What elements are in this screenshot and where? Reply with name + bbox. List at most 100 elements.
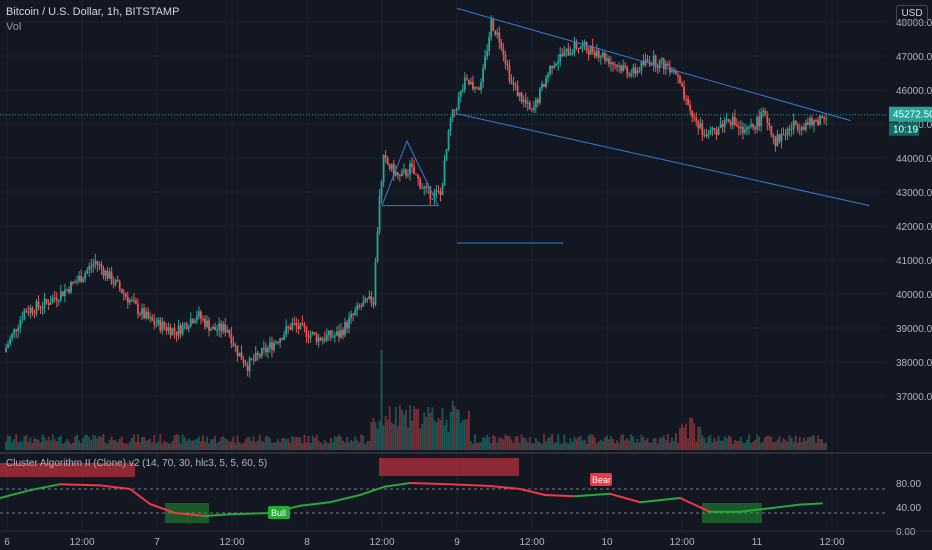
volume-bar [662, 435, 665, 450]
volume-bar [800, 441, 803, 450]
candle [437, 185, 440, 194]
volume-bar [376, 428, 379, 450]
volume-bar [17, 442, 20, 450]
candle [98, 261, 101, 271]
osc-line-segment [799, 502, 823, 506]
volume-bar [648, 442, 651, 450]
volume-bar [45, 440, 48, 450]
volume-bar [809, 436, 811, 450]
trendlines[interactable] [0, 7, 886, 244]
osc-line-segment [329, 494, 361, 504]
candle [415, 173, 417, 176]
candle [679, 74, 681, 85]
volume-bar [547, 437, 549, 450]
candle [313, 332, 316, 336]
candle [130, 296, 133, 302]
candle [553, 61, 556, 70]
volume-bar [447, 431, 450, 450]
candle [735, 118, 738, 127]
candle [86, 266, 89, 275]
candle [206, 315, 208, 329]
candle [802, 122, 805, 131]
volume-bar [597, 441, 600, 450]
volume-bar [474, 434, 476, 450]
volume-bar [228, 441, 231, 450]
currency-button[interactable]: USD [896, 5, 928, 23]
volume-bar [295, 436, 298, 450]
volume-bar [630, 434, 633, 450]
volume-bar [492, 435, 495, 450]
y-tick-label: 48000.00 [896, 18, 932, 29]
volume-bar [256, 440, 259, 450]
volume-bar [817, 435, 819, 450]
volume-bar [675, 433, 677, 450]
volume-bar [147, 440, 150, 450]
volume-bar [541, 443, 543, 450]
candle [124, 292, 127, 300]
candle [112, 276, 115, 289]
volume-bar [504, 434, 507, 450]
volume-bar [543, 434, 545, 450]
volume-bar [419, 428, 422, 450]
candle [474, 86, 476, 93]
volume-bar [819, 439, 821, 450]
volume-bar [746, 439, 748, 450]
volume-bar [315, 434, 318, 450]
volume-bar [551, 434, 553, 450]
volume-bar [13, 439, 16, 450]
trendline[interactable] [456, 7, 851, 122]
volume-bar [449, 411, 452, 450]
grid-lines [0, 0, 886, 530]
volume-bar [583, 439, 586, 450]
volume-bar [472, 443, 474, 450]
volume-bar [610, 435, 612, 450]
volume-bar [632, 436, 635, 450]
candle [512, 76, 515, 92]
candle [742, 122, 744, 140]
volume-bar [534, 438, 537, 450]
volume-bar [29, 437, 32, 450]
volume-bar [165, 441, 168, 450]
candle [135, 297, 137, 305]
volume-bar [636, 438, 639, 450]
volume-bar [179, 443, 182, 450]
volume-bar [585, 443, 588, 450]
candle [403, 163, 405, 175]
volume-bar [766, 435, 769, 450]
candle [344, 317, 346, 338]
candle [214, 322, 217, 331]
candle [246, 361, 249, 377]
candle [431, 198, 434, 200]
candle [488, 31, 491, 56]
volume-bar [372, 418, 375, 450]
volume-bar [790, 437, 793, 450]
volume-bar [506, 436, 509, 450]
candle [518, 92, 521, 102]
candle [293, 316, 296, 326]
candle [691, 109, 694, 123]
candle [70, 280, 72, 294]
volume-bar [98, 436, 101, 450]
pennant-shape[interactable] [381, 139, 440, 207]
trendline[interactable] [456, 113, 870, 207]
candle [699, 117, 702, 130]
volume-bar [175, 434, 178, 450]
volume-bar [539, 442, 541, 450]
volume-bar [502, 439, 505, 450]
candle [778, 133, 781, 144]
candle [774, 135, 777, 152]
candle [331, 329, 334, 339]
candle [705, 128, 708, 139]
volume-bar [333, 436, 336, 450]
volume-bar [137, 434, 139, 450]
volume-bar [821, 439, 823, 450]
candle [551, 65, 553, 75]
candle [45, 298, 48, 305]
candle [622, 59, 625, 73]
volume-bar [403, 414, 405, 450]
candle [224, 318, 227, 337]
candle [508, 59, 511, 85]
candle [648, 55, 651, 67]
candle [618, 61, 620, 73]
